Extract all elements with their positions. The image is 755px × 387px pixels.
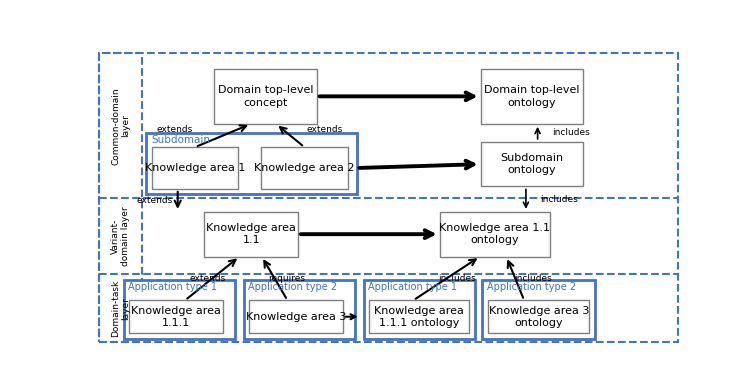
Text: includes: includes — [438, 274, 476, 283]
FancyBboxPatch shape — [261, 147, 348, 189]
Text: Variant-
domain layer: Variant- domain layer — [111, 207, 131, 266]
Text: Domain top-level
ontology: Domain top-level ontology — [484, 85, 580, 108]
Text: Application type 1: Application type 1 — [128, 282, 217, 292]
FancyBboxPatch shape — [205, 212, 298, 257]
Text: Knowledge area 3: Knowledge area 3 — [246, 312, 347, 322]
FancyBboxPatch shape — [152, 147, 239, 189]
FancyBboxPatch shape — [482, 280, 595, 339]
Text: extends: extends — [190, 274, 226, 283]
Text: Application type 2: Application type 2 — [487, 282, 576, 292]
Text: Domain top-level
concept: Domain top-level concept — [217, 85, 313, 108]
Text: extends: extends — [307, 125, 343, 134]
FancyBboxPatch shape — [369, 300, 469, 333]
FancyBboxPatch shape — [124, 280, 235, 339]
FancyBboxPatch shape — [244, 280, 355, 339]
Text: Knowledge area 1: Knowledge area 1 — [145, 163, 245, 173]
FancyBboxPatch shape — [364, 280, 475, 339]
Text: includes: includes — [541, 195, 578, 204]
FancyBboxPatch shape — [480, 69, 583, 124]
Text: extends: extends — [136, 196, 172, 205]
Text: extends: extends — [156, 125, 193, 134]
Text: includes: includes — [552, 128, 590, 137]
Text: Application type 1: Application type 1 — [368, 282, 458, 292]
Text: Knowledge area 3
ontology: Knowledge area 3 ontology — [488, 305, 589, 328]
FancyBboxPatch shape — [480, 142, 583, 187]
Text: Subdomain: Subdomain — [152, 135, 211, 145]
FancyBboxPatch shape — [439, 212, 550, 257]
Text: Knowledge area 1.1
ontology: Knowledge area 1.1 ontology — [439, 223, 550, 245]
FancyBboxPatch shape — [249, 300, 343, 333]
Text: Knowledge area
1.1: Knowledge area 1.1 — [206, 223, 296, 245]
Text: includes: includes — [513, 274, 551, 283]
FancyBboxPatch shape — [130, 300, 223, 333]
Text: requires: requires — [268, 274, 305, 283]
Text: Subdomain
ontology: Subdomain ontology — [501, 153, 563, 175]
FancyBboxPatch shape — [146, 133, 356, 194]
Text: Knowledge area
1.1.1: Knowledge area 1.1.1 — [131, 305, 221, 328]
FancyBboxPatch shape — [214, 69, 317, 124]
Text: Common-domain
layer: Common-domain layer — [111, 87, 131, 164]
Text: Knowledge area 2: Knowledge area 2 — [254, 163, 355, 173]
Text: Domain-task
layer: Domain-task layer — [111, 279, 131, 337]
Text: Application type 2: Application type 2 — [248, 282, 337, 292]
Text: Knowledge area
1.1.1 ontology: Knowledge area 1.1.1 ontology — [374, 305, 464, 328]
FancyBboxPatch shape — [488, 300, 590, 333]
